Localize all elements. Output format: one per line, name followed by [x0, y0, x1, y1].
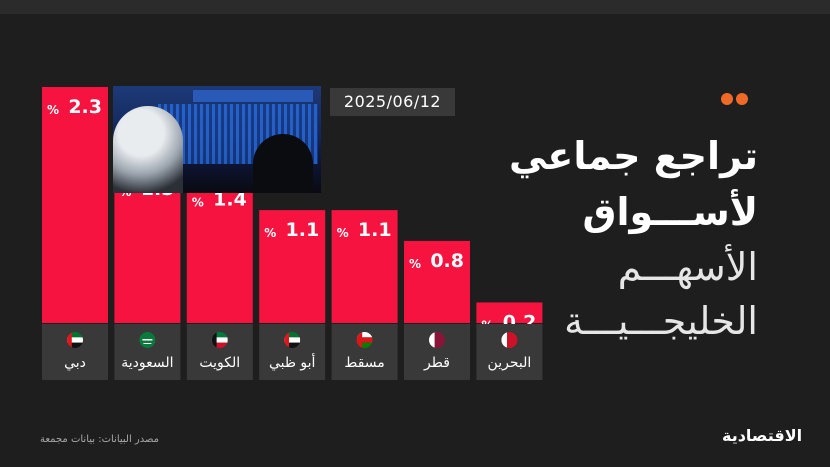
bar — [259, 210, 326, 323]
category-label: دبي — [64, 355, 86, 371]
bar — [331, 210, 398, 323]
top-bar — [0, 0, 830, 14]
qatar-flag-icon — [429, 332, 445, 348]
exchange-banner — [193, 90, 313, 102]
category-label: قطر — [423, 355, 450, 371]
category-label: أبو ظبي — [269, 353, 316, 371]
dot-icon — [721, 93, 733, 105]
bahrain-flag-icon — [501, 332, 518, 348]
oman-flag-icon — [356, 332, 373, 348]
bar — [114, 169, 181, 323]
spectator-figure — [253, 134, 313, 193]
trader-figure — [113, 106, 183, 193]
headline-line-1: تراجع جماعي — [508, 134, 758, 178]
bar-unit-label: % — [47, 103, 59, 117]
data-source: مصدر البيانات: بيانات مجمعة — [40, 434, 160, 445]
category-label: البحرين — [488, 355, 532, 371]
bar — [476, 302, 543, 323]
bar-unit-label: % — [192, 195, 204, 209]
bar — [186, 179, 253, 323]
headline-line-2: لأســـواق — [582, 190, 758, 234]
bar — [404, 240, 470, 323]
bar-unit-label: % — [409, 257, 421, 271]
uae-flag-icon — [67, 332, 83, 348]
bar-value-label: 0.8 — [430, 250, 464, 272]
bar — [42, 87, 108, 323]
bar-value-label: 1.1 — [358, 219, 392, 241]
kuwait-flag-icon — [211, 332, 228, 348]
bar-unit-label: % — [264, 226, 276, 240]
date-label: 2025/06/12 — [330, 88, 455, 116]
dot-icon — [736, 93, 748, 105]
publisher-logo: الاقتصادية — [722, 426, 803, 445]
stock-exchange-photo — [113, 86, 321, 193]
bar-value-label: 1.4 — [213, 188, 247, 210]
bar-value-label: 1.1 — [286, 219, 320, 241]
headline-line-3: الأسهـــم — [617, 245, 758, 289]
headline-line-4: الخليجـــيـــة — [564, 299, 758, 343]
bar-value-label: 2.3 — [68, 96, 102, 118]
category-label: مسقط — [344, 355, 384, 371]
headline: تراجع جماعي لأســـواق الأسهـــم الخليجــ… — [509, 128, 758, 348]
category-label: السعودية — [121, 355, 173, 371]
saudi-flag-icon — [139, 332, 156, 348]
accent-dots-icon — [718, 90, 748, 109]
uae-flag-icon — [284, 332, 301, 348]
category-label: الكويت — [199, 355, 240, 371]
bar-unit-label: % — [337, 226, 349, 240]
